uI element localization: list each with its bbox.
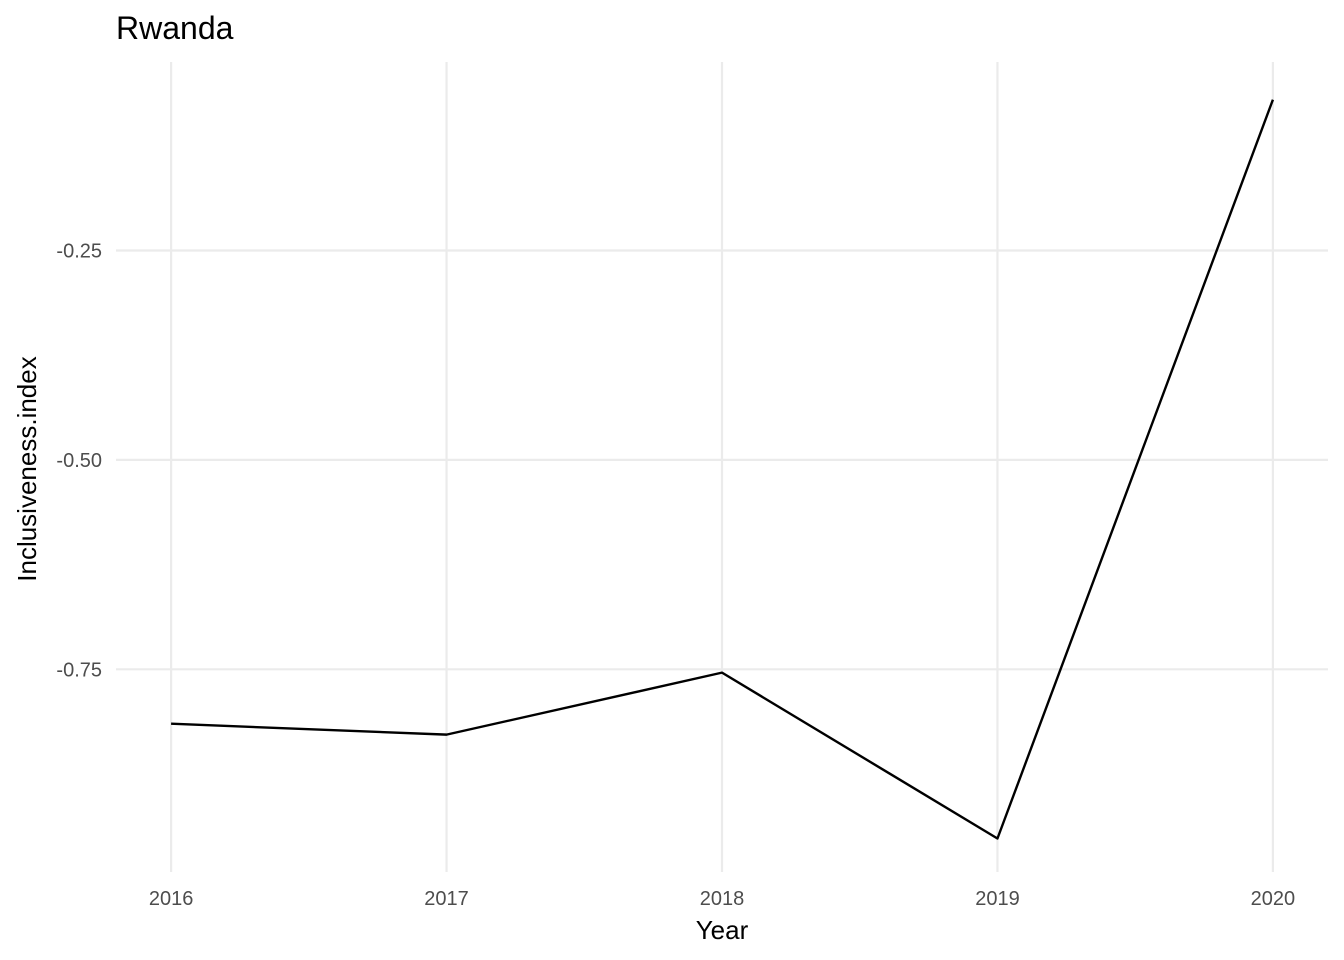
series-layer (171, 99, 1275, 840)
x-tick-label: 2019 (975, 888, 1020, 910)
y-tick-labels: -0.25 -0.50 -0.75 (56, 240, 102, 681)
x-axis-title: Year (696, 915, 749, 945)
x-tick-labels: 2016 2017 2018 2019 2020 (149, 888, 1295, 910)
y-tick-label: -0.50 (56, 450, 102, 472)
y-tick-label: -0.75 (56, 659, 102, 681)
y-axis-title: Inclusiveness.index (12, 356, 42, 581)
x-tick-label: 2018 (700, 888, 745, 910)
chart-title: Rwanda (116, 10, 234, 46)
x-tick-label: 2017 (424, 888, 469, 910)
x-tick-label: 2016 (149, 888, 194, 910)
x-gridlines (169, 62, 1275, 872)
y-tick-label: -0.25 (56, 240, 102, 262)
x-tick-label: 2020 (1251, 888, 1296, 910)
